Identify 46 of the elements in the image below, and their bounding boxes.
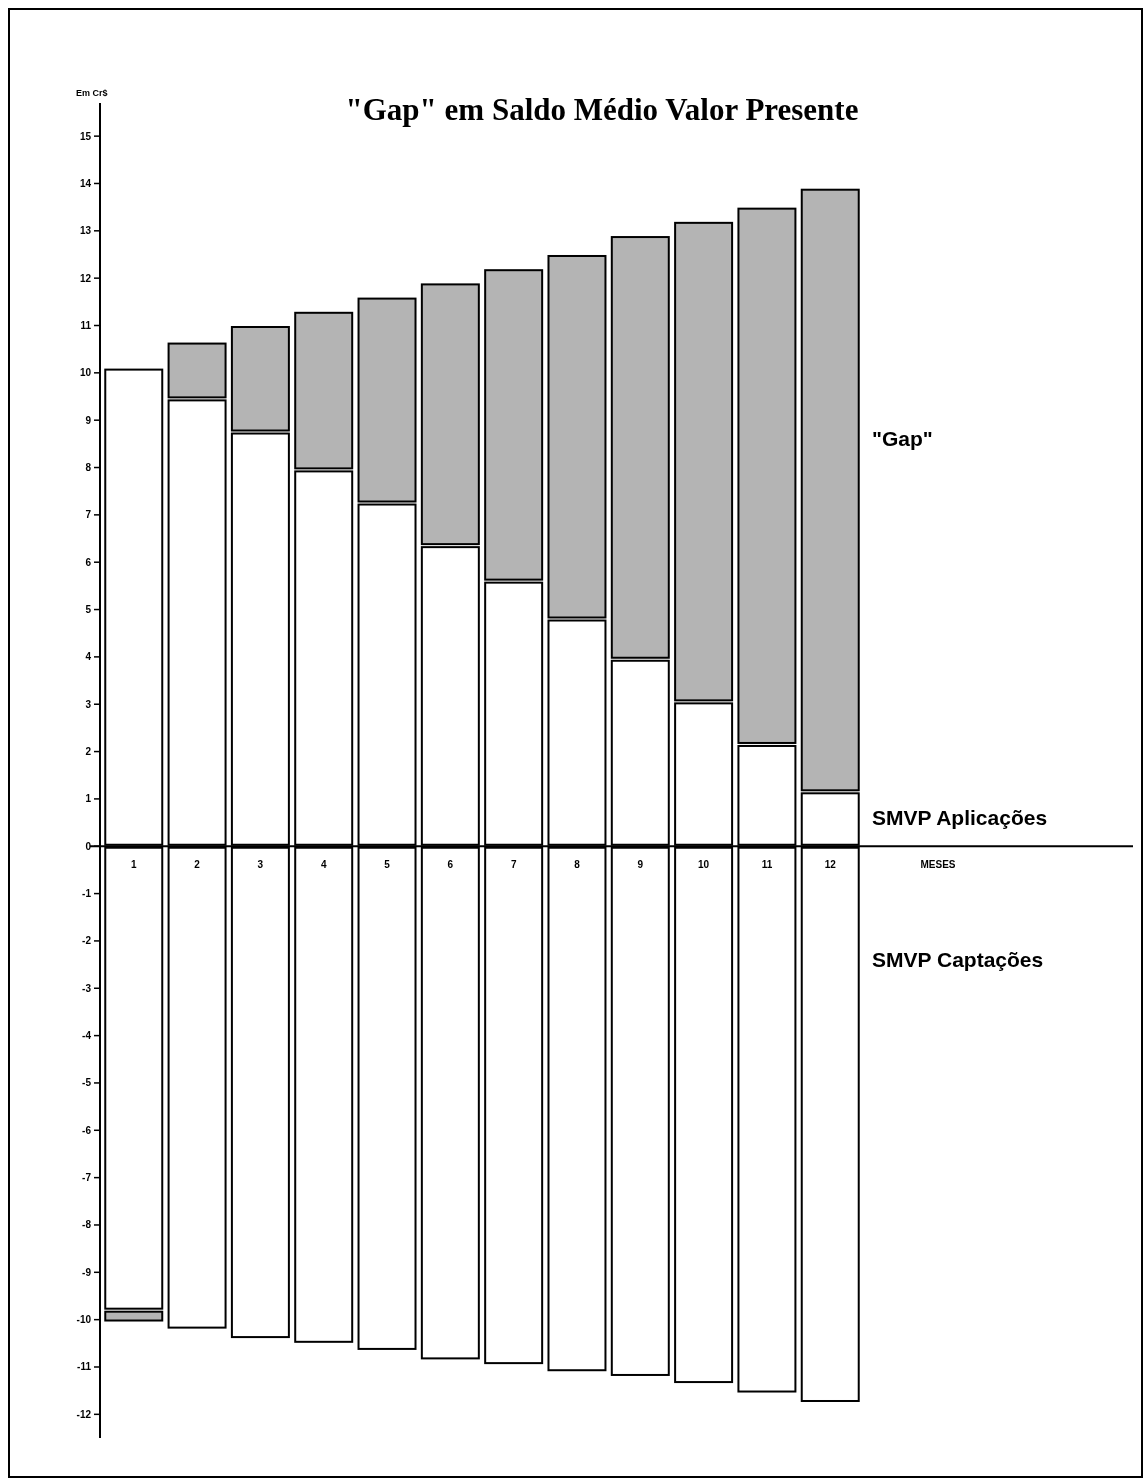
x-tick-label: 3 [257, 859, 264, 871]
chart-title: "Gap" em Saldo Médio Valor Presente [345, 92, 859, 127]
x-tick-label: 8 [574, 859, 581, 871]
x-tick-label: 10 [698, 859, 710, 871]
series-label: "Gap" [872, 427, 933, 451]
y-tick-label: 8 [85, 462, 92, 474]
y-tick-label: 7 [85, 509, 92, 521]
y-tick-label: -6 [82, 1124, 92, 1136]
y-axis-title: Em Cr$ [76, 88, 108, 98]
y-tick-label: -11 [77, 1361, 92, 1373]
x-tick-label: 6 [447, 859, 454, 871]
x-tick-label: 9 [637, 859, 644, 871]
y-tick-label: -10 [76, 1314, 92, 1326]
y-tick-label: 12 [79, 272, 92, 284]
text: MESES [920, 859, 956, 871]
series-label: SMVP Aplicações [872, 806, 1048, 830]
y-tick-label: 1 [85, 793, 92, 805]
y-tick-label: -7 [82, 1172, 92, 1184]
series-label: SMVP Captações [872, 948, 1044, 972]
y-tick-label: 13 [79, 225, 92, 237]
y-tick-label: -5 [82, 1077, 92, 1089]
y-tick-label: -8 [82, 1219, 92, 1231]
y-tick-label: -4 [82, 1030, 92, 1042]
y-tick-label: -1 [82, 888, 92, 900]
y-tick-label: 3 [85, 698, 92, 710]
y-tick-label: 14 [79, 177, 92, 189]
y-tick-label: 9 [85, 414, 92, 426]
x-tick-label: 11 [761, 859, 773, 871]
y-tick-label: -12 [76, 1408, 92, 1420]
y-tick-label: 0 [85, 840, 92, 852]
y-tick-label: 2 [85, 746, 92, 758]
y-tick-label: -2 [82, 935, 92, 947]
x-tick-label: 12 [824, 859, 837, 871]
x-tick-label: 2 [194, 859, 201, 871]
y-tick-label: -3 [82, 982, 92, 994]
y-tick-label: 6 [85, 556, 92, 568]
x-tick-label: 1 [130, 859, 137, 871]
y-tick-label: -9 [82, 1266, 92, 1278]
y-tick-label: 15 [79, 130, 92, 142]
y-tick-label: 4 [85, 651, 92, 663]
x-tick-label: 4 [320, 859, 327, 871]
y-tick-label: 5 [85, 604, 92, 616]
x-tick-label: 7 [510, 859, 517, 871]
x-tick-label: 5 [384, 859, 391, 871]
y-tick-label: 10 [79, 367, 92, 379]
y-tick-label: 11 [80, 320, 92, 331]
